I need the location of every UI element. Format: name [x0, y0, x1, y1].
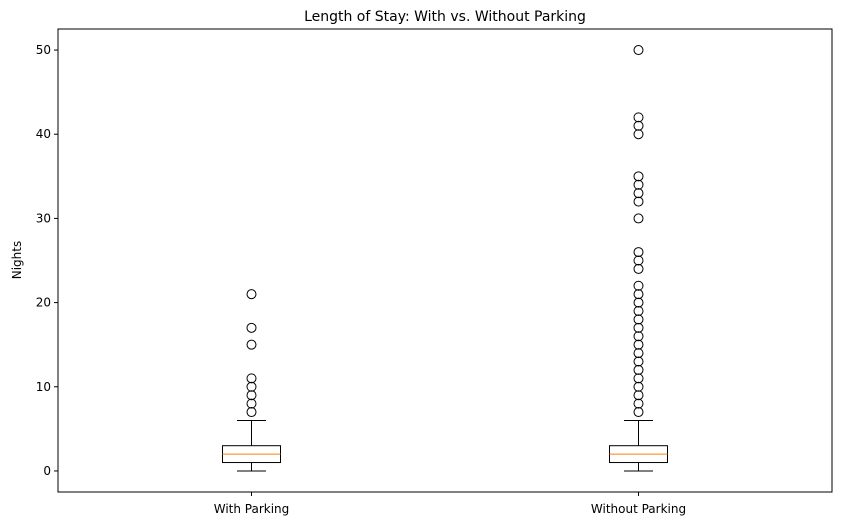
y-tick-label: 10	[36, 380, 51, 394]
outlier-point	[633, 247, 644, 258]
outlier-point	[246, 373, 257, 384]
outlier-point	[246, 339, 257, 350]
y-tick-label: 30	[36, 211, 51, 225]
plot-frame	[57, 28, 833, 493]
box-group	[222, 289, 281, 472]
outlier-point	[633, 297, 644, 308]
outlier-point	[633, 120, 644, 131]
outlier-point	[633, 255, 644, 266]
x-tick-label: With Parking	[214, 502, 290, 516]
y-tick-label: 40	[36, 127, 51, 141]
outlier-point	[246, 407, 257, 418]
outlier-point	[633, 45, 644, 56]
outlier-point	[633, 263, 644, 274]
y-axis-label: Nights	[10, 241, 24, 280]
chart-title: Length of Stay: With vs. Without Parking	[304, 9, 586, 25]
outlier-point	[246, 390, 257, 401]
outlier-point	[633, 322, 644, 333]
outlier-point	[246, 322, 257, 333]
outlier-point	[633, 213, 644, 224]
outlier-point	[633, 171, 644, 182]
outlier-point	[633, 364, 644, 375]
outlier-point	[633, 348, 644, 359]
outlier-point	[633, 314, 644, 325]
outlier-point	[633, 356, 644, 367]
outlier-point	[633, 129, 644, 140]
outlier-point	[633, 331, 644, 342]
outlier-point	[633, 289, 644, 300]
outlier-point	[633, 339, 644, 350]
y-tick-label: 20	[36, 296, 51, 310]
outlier-point	[633, 390, 644, 401]
plot-area	[222, 45, 668, 472]
outlier-point	[246, 381, 257, 392]
outlier-point	[633, 179, 644, 190]
y-tick-label: 50	[36, 43, 51, 57]
outlier-point	[633, 112, 644, 123]
y-tick-label: 0	[43, 464, 51, 478]
outlier-point	[633, 407, 644, 418]
outlier-point	[633, 398, 644, 409]
outlier-point	[633, 196, 644, 207]
x-axis: With Parking Without Parking	[214, 492, 686, 516]
outlier-point	[633, 381, 644, 392]
outlier-point	[633, 373, 644, 384]
outlier-point	[633, 280, 644, 291]
outlier-point	[246, 289, 257, 300]
outlier-point	[633, 188, 644, 199]
outlier-point	[246, 398, 257, 409]
x-tick-label: Without Parking	[591, 502, 686, 516]
y-axis: 0 10 20 30 40 50	[36, 43, 58, 478]
box-group	[609, 45, 668, 472]
outlier-point	[633, 306, 644, 317]
